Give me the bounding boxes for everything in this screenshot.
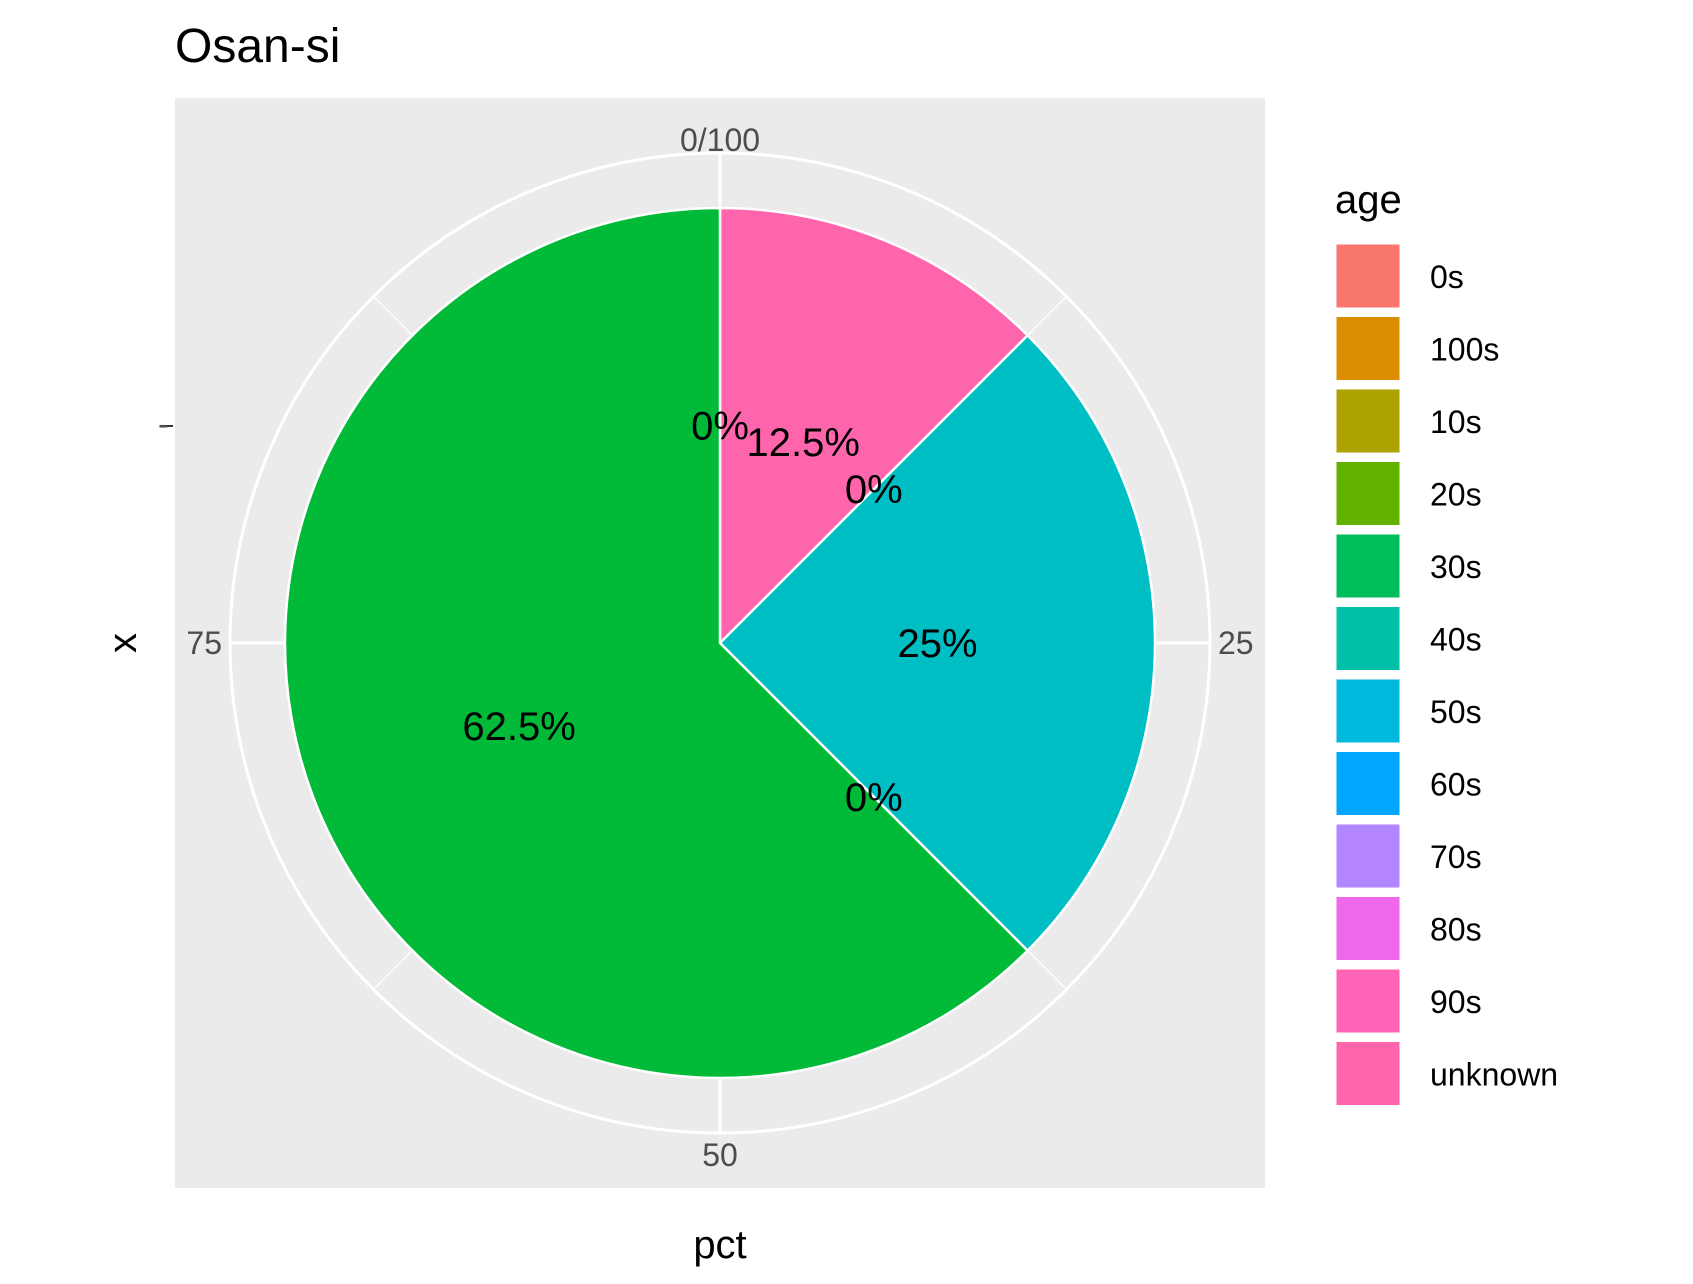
legend-label: 40s <box>1430 622 1482 658</box>
slice-label: 0% <box>845 776 903 820</box>
legend-key-10s <box>1333 386 1403 456</box>
slice-label: 62.5% <box>462 705 575 749</box>
slice-label: 25% <box>897 622 977 666</box>
legend-label: 90s <box>1430 984 1482 1020</box>
pie-slices <box>283 206 1157 1080</box>
slice-label: 12.5% <box>747 421 860 465</box>
y-axis-title: x <box>101 633 145 653</box>
theta-tick-labels: 0/100 25 50 75 <box>163 122 1254 1173</box>
legend-label: 30s <box>1430 549 1482 585</box>
y-tick-label: - <box>158 406 169 442</box>
legend-label: 100s <box>1430 332 1499 368</box>
slice-50s <box>718 333 1157 953</box>
theta-tick-label: 25 <box>1218 625 1254 661</box>
legend-label: 10s <box>1430 404 1482 440</box>
legend-title: age <box>1335 178 1402 222</box>
legend-label: unknown <box>1430 1057 1558 1093</box>
legend-label: 50s <box>1430 694 1482 730</box>
x-axis-title: pct <box>693 1223 746 1267</box>
legend-key-0s <box>1333 241 1403 311</box>
legend-key-90s <box>1333 966 1403 1036</box>
legend-key-100s <box>1333 314 1403 383</box>
slice-30s <box>283 206 1030 1080</box>
legend-label: 60s <box>1430 767 1482 803</box>
legend-key-unknown <box>1333 1039 1403 1108</box>
legend-key-80s <box>1333 894 1403 963</box>
legend-label: 0s <box>1430 259 1464 295</box>
legend-key-70s <box>1333 821 1403 891</box>
chart-title: Osan-si <box>175 20 340 73</box>
slice-label: 0% <box>845 468 903 512</box>
legend-key-20s <box>1333 459 1403 528</box>
legend-key-50s <box>1333 676 1403 746</box>
theta-tick-label: 0/100 <box>680 122 760 158</box>
slice-labels: 12.5%0%25%0%62.5%0% <box>462 405 977 820</box>
legend-key-40s <box>1333 604 1403 673</box>
theta-tick-label: 50 <box>702 1137 738 1173</box>
slice-label: 0% <box>691 405 749 449</box>
legend-key-60s <box>1333 749 1403 818</box>
legend-label: 20s <box>1430 477 1482 513</box>
legend-label: 80s <box>1430 912 1482 948</box>
slice-unknown <box>718 206 1030 647</box>
legend-key-30s <box>1333 531 1403 601</box>
theta-tick-label: 75 <box>186 625 222 661</box>
legend: 0s 100s 10s 20s 30s 40s 50s 60s 70s 80s 90s unknown <box>1333 241 1558 1108</box>
legend-label: 70s <box>1430 839 1482 875</box>
